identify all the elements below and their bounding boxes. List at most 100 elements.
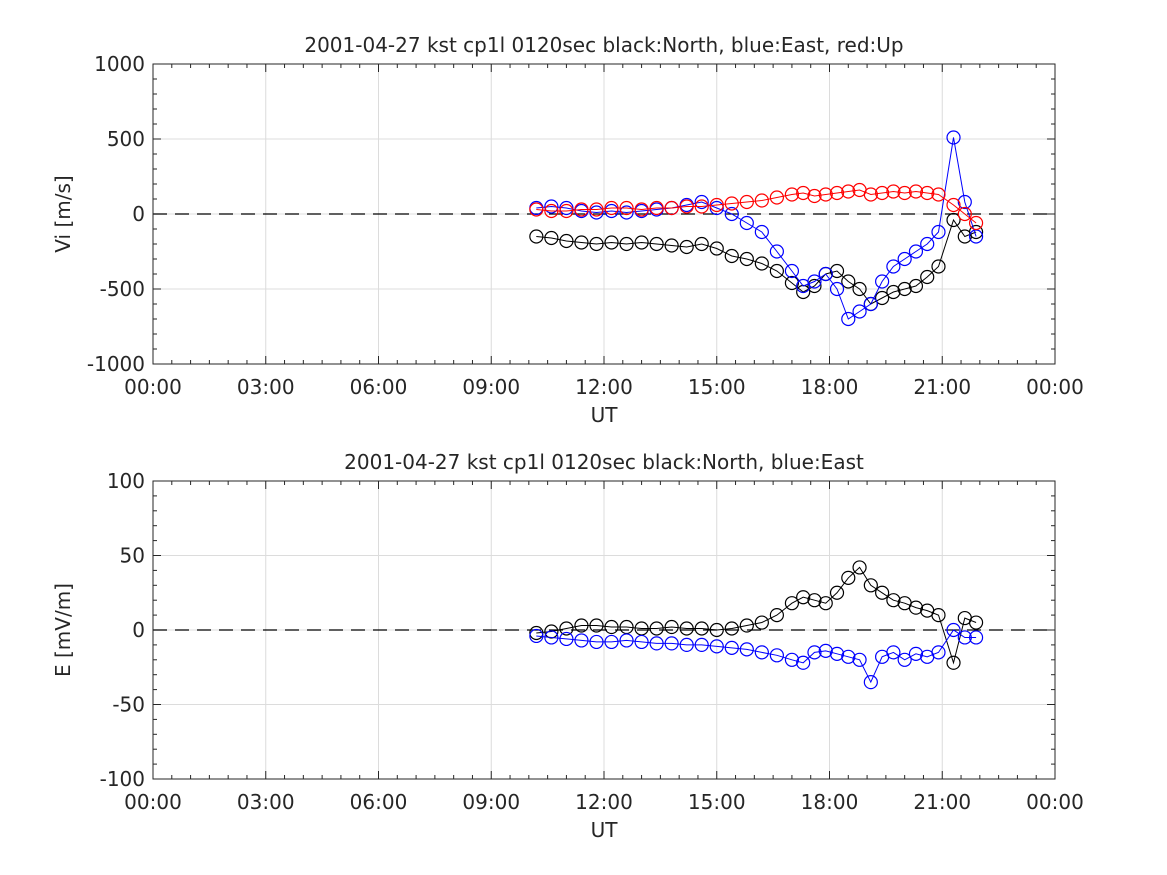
data-point: [709, 241, 724, 256]
data-point: [818, 187, 833, 202]
data-point: [920, 236, 935, 252]
data-point: [852, 281, 867, 297]
data-point: [841, 311, 856, 327]
data-point: [897, 185, 912, 201]
data-point: [724, 640, 739, 655]
data-point: [931, 224, 946, 240]
data-point: [724, 206, 739, 222]
data-point: [574, 202, 589, 217]
x-tick-label: 00:00: [1026, 375, 1084, 399]
data-point: [829, 281, 845, 297]
data-point: [897, 251, 912, 267]
velocity-panel: 00:00 03:00 06:00 09:00 12:00 15:00 18:00 21:00…: [51, 33, 1084, 427]
data-point: [841, 184, 856, 199]
data-point: [829, 263, 845, 279]
data-point: [529, 625, 544, 641]
data-point: [931, 259, 946, 274]
x-tick-label: 03:00: [237, 790, 295, 814]
x-tick-label: 03:00: [237, 375, 295, 399]
data-point: [619, 205, 634, 220]
data-point: [679, 239, 694, 255]
y-tick-label: -100: [100, 767, 145, 791]
data-point: [796, 185, 811, 201]
data-point: [829, 185, 845, 201]
data-point: [709, 197, 724, 213]
x-tick-label: 06:00: [350, 790, 408, 814]
y-tick-label: 500: [107, 127, 145, 151]
data-point: [841, 649, 856, 664]
data-point: [739, 618, 754, 633]
data-point: [589, 618, 604, 633]
data-point: [754, 615, 769, 630]
data-point: [769, 263, 784, 279]
data-point: [908, 184, 924, 199]
data-point: [807, 188, 822, 204]
data-point: [529, 202, 544, 217]
data-point: [709, 622, 724, 638]
data-point: [946, 130, 961, 145]
data-point: [807, 593, 822, 608]
data-point: [694, 199, 709, 214]
series-line: [536, 218, 977, 305]
axes-frame: [152, 480, 1056, 780]
x-tick-label: 18:00: [801, 375, 859, 399]
data-point: [709, 200, 724, 216]
data-point: [619, 633, 634, 648]
data-point: [754, 193, 769, 208]
data-point: [724, 621, 739, 636]
data-point: [664, 238, 679, 253]
y-tick-label: -1000: [87, 352, 145, 376]
data-point: [818, 266, 833, 282]
data-point: [784, 652, 800, 667]
data-point: [829, 646, 845, 661]
data-point: [574, 235, 589, 250]
data-point: [559, 631, 574, 647]
data-point: [619, 236, 634, 252]
data-point: [739, 194, 754, 210]
data-point: [724, 248, 739, 264]
data-point: [920, 269, 935, 285]
data-point: [784, 187, 800, 202]
data-point: [769, 607, 784, 623]
y-tick-label: 0: [132, 618, 145, 642]
data-point: [604, 619, 619, 635]
data-point: [769, 244, 784, 259]
data-point: [739, 251, 754, 267]
data-point: [604, 203, 619, 219]
x-tick-label: 00:00: [124, 375, 182, 399]
data-point: [619, 200, 634, 216]
data-point: [841, 570, 856, 585]
chart-title: 2001-04-27 kst cp1l 0120sec black:North,…: [344, 450, 864, 474]
x-tick-label: 12:00: [575, 790, 633, 814]
data-point: [807, 278, 822, 294]
data-point: [529, 229, 544, 244]
axes-frame: [152, 63, 1056, 365]
data-point: [841, 274, 856, 289]
data-point: [754, 224, 769, 240]
data-point: [754, 645, 769, 660]
data-point: [649, 636, 664, 651]
data-point: [544, 199, 559, 214]
data-point: [897, 652, 912, 667]
data-point: [863, 578, 878, 593]
data-point: [863, 296, 878, 312]
x-axis-label: UT: [591, 403, 619, 427]
x-tick-label: 21:00: [913, 790, 971, 814]
y-tick-label: 0: [132, 202, 145, 226]
x-tick-label: 09:00: [462, 375, 520, 399]
data-point: [829, 585, 845, 600]
data-point: [604, 200, 619, 216]
x-tick-label: 00:00: [1026, 790, 1084, 814]
data-point: [769, 190, 784, 205]
data-point: [931, 607, 946, 623]
data-point: [754, 256, 769, 271]
data-point: [649, 200, 664, 216]
data-point: [739, 215, 754, 231]
data-point: [694, 637, 709, 653]
data-point: [908, 646, 924, 661]
data-point: [559, 621, 574, 636]
data-point: [796, 655, 811, 670]
y-tick-label: 100: [107, 469, 145, 493]
data-point: [818, 596, 833, 611]
